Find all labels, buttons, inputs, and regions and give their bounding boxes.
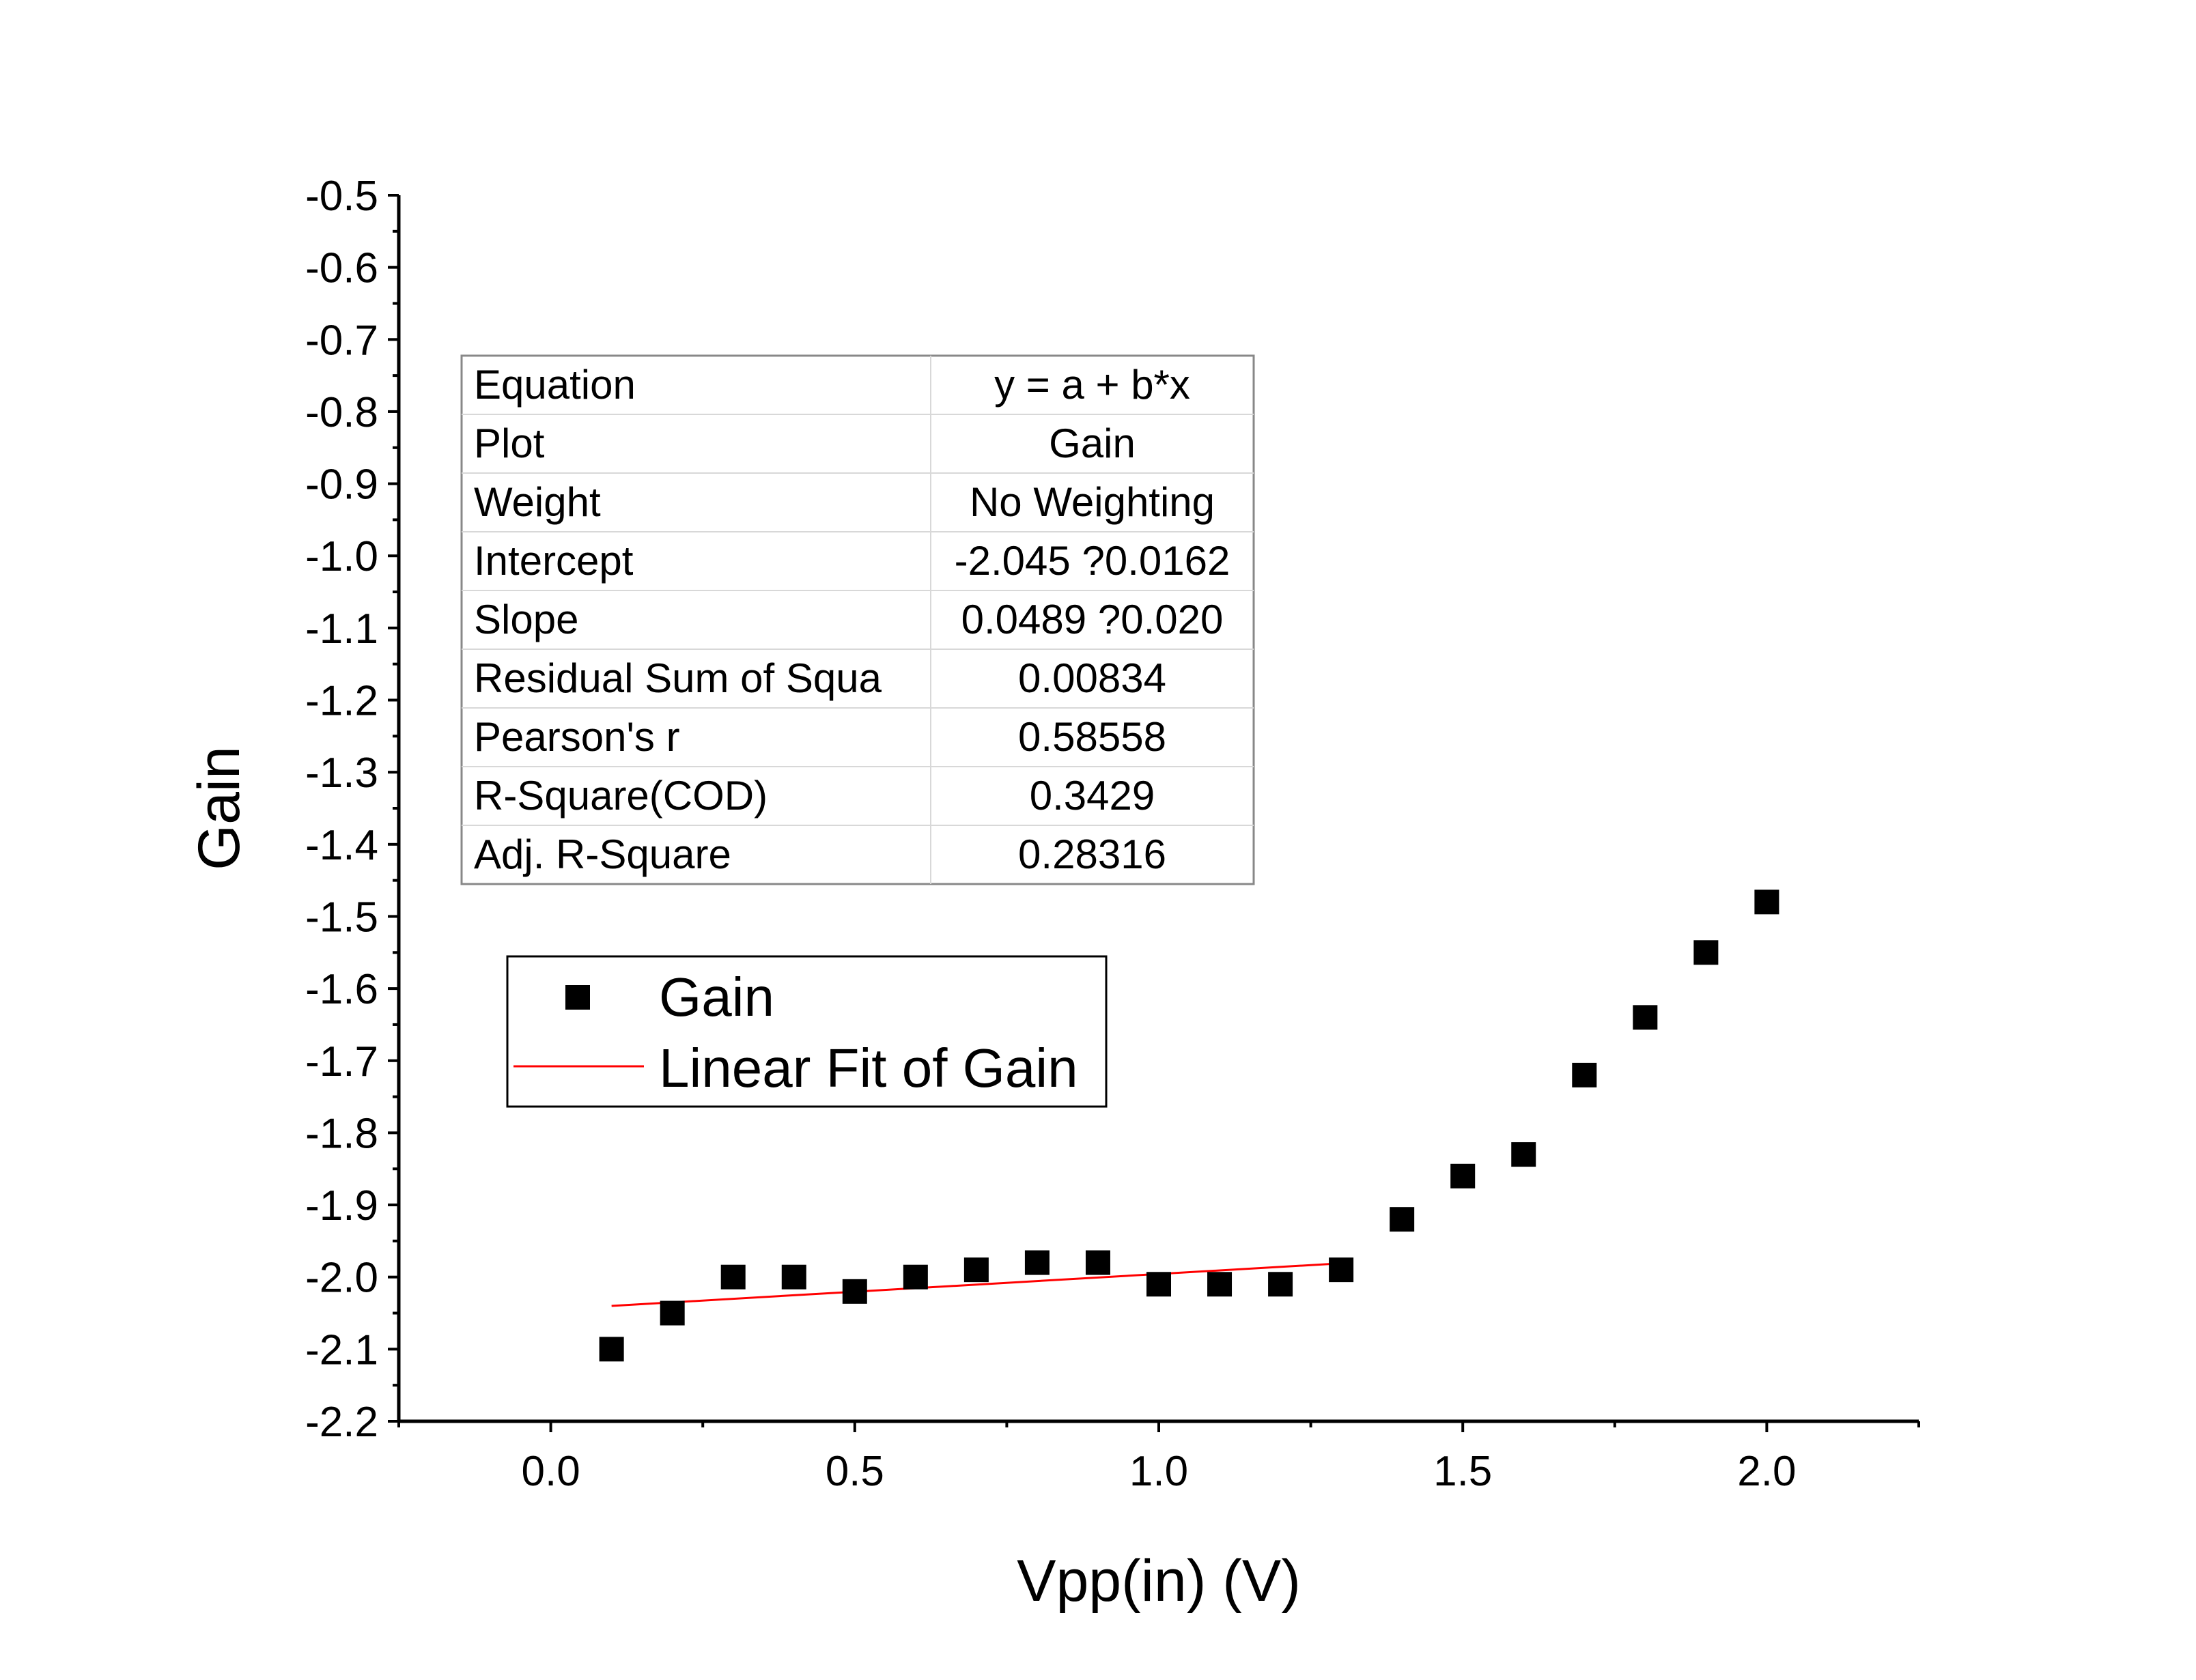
legend-box bbox=[506, 955, 1108, 1108]
gain-data-point bbox=[842, 1279, 867, 1304]
y-tick-label: -0.5 bbox=[305, 173, 378, 220]
y-axis-title: Gain bbox=[186, 746, 252, 870]
stats-value: -2.045 ?0.0162 bbox=[955, 538, 1230, 584]
y-tick-label: -0.8 bbox=[305, 389, 378, 436]
x-ticks: 0.0 0.5 1.0 1.5 2.0 bbox=[397, 1421, 1920, 1495]
gain-data-point bbox=[1693, 940, 1719, 965]
gain-data-point bbox=[720, 1264, 746, 1290]
gain-data-point bbox=[1511, 1142, 1536, 1167]
y-tick-label: -1.7 bbox=[305, 1038, 378, 1085]
stats-value: y = a + b*x bbox=[994, 362, 1190, 408]
stats-label: Weight bbox=[474, 479, 601, 525]
x-tick-label: 1.5 bbox=[1433, 1448, 1492, 1495]
stats-label: R-Square(COD) bbox=[474, 773, 768, 818]
gain-data-point bbox=[1268, 1272, 1293, 1297]
gain-data-point bbox=[1329, 1257, 1354, 1283]
y-tick-label: -1.9 bbox=[305, 1182, 378, 1229]
stats-label: Pearson's r bbox=[474, 714, 680, 760]
stats-label: Residual Sum of Squa bbox=[474, 655, 882, 701]
gain-data-point bbox=[1207, 1272, 1233, 1297]
y-tick-label: -0.6 bbox=[305, 245, 378, 292]
gain-data-point bbox=[599, 1337, 624, 1362]
y-tick-label: -2.2 bbox=[305, 1399, 378, 1446]
y-tick-label: -2.1 bbox=[305, 1326, 378, 1373]
stats-label: Slope bbox=[474, 597, 578, 642]
y-tick-label: -1.1 bbox=[305, 606, 378, 653]
stats-label: Plot bbox=[474, 421, 545, 466]
gain-data-point bbox=[1390, 1207, 1415, 1232]
stats-value: Gain bbox=[1049, 421, 1136, 466]
y-tick-label: -1.4 bbox=[305, 822, 378, 869]
gain-data-point bbox=[963, 1257, 989, 1283]
gain-data-point bbox=[1146, 1272, 1171, 1297]
stats-table-frame bbox=[460, 354, 1255, 885]
stats-label: Adj. R-Square bbox=[474, 831, 731, 877]
legend-fit-label: Linear Fit of Gain bbox=[659, 1038, 1078, 1098]
y-tick-label: -1.3 bbox=[305, 750, 378, 797]
y-tick-label: -0.7 bbox=[305, 317, 378, 364]
x-tick-label: 1.0 bbox=[1129, 1448, 1188, 1495]
gain-data-point bbox=[1754, 889, 1779, 915]
y-ticks: -0.5 -0.6 -0.7 -0.8 -0.9 -1.0 -1.1 -1.2 -1.3 -1.4… bbox=[305, 173, 399, 1446]
y-tick-label: -0.9 bbox=[305, 461, 378, 509]
y-tick-label: -1.2 bbox=[305, 678, 378, 725]
gain-data-point bbox=[903, 1264, 928, 1290]
gain-data-point bbox=[1024, 1250, 1050, 1275]
stats-value: 0.00834 bbox=[1018, 655, 1166, 701]
y-tick-label: -2.0 bbox=[305, 1255, 378, 1302]
y-tick-label: -1.5 bbox=[305, 894, 378, 941]
gain-data-point bbox=[1450, 1163, 1476, 1188]
x-axis-title: Vpp(in) (V) bbox=[1017, 1548, 1301, 1614]
stats-label: Equation bbox=[474, 362, 636, 408]
stats-value: 0.28316 bbox=[1018, 831, 1166, 877]
stats-table: Equation y = a + b*x Plot Gain Weight No Weig… bbox=[460, 354, 1255, 885]
x-tick-label: 0.0 bbox=[521, 1448, 580, 1495]
gain-data-point bbox=[1633, 1005, 1658, 1030]
x-tick-label: 2.0 bbox=[1737, 1448, 1796, 1495]
gain-data-point bbox=[781, 1264, 806, 1290]
gain-data-point bbox=[1572, 1062, 1597, 1087]
legend: Gain Linear Fit of Gain bbox=[506, 955, 1108, 1108]
plot-area bbox=[599, 889, 1779, 1362]
stats-value: No Weighting bbox=[970, 479, 1215, 525]
legend-gain-marker bbox=[565, 985, 590, 1010]
y-tick-label: -1.0 bbox=[305, 533, 378, 580]
gain-data-point bbox=[660, 1300, 685, 1326]
legend-gain-label: Gain bbox=[659, 967, 774, 1027]
x-tick-label: 0.5 bbox=[826, 1448, 884, 1495]
y-tick-label: -1.8 bbox=[305, 1110, 378, 1157]
gain-data-point bbox=[1085, 1250, 1110, 1275]
stats-value: 0.3429 bbox=[1030, 773, 1155, 818]
y-tick-label: -1.6 bbox=[305, 966, 378, 1013]
linear-fit-line bbox=[611, 1262, 1342, 1307]
stats-label: Intercept bbox=[474, 538, 634, 584]
stats-value: 0.0489 ?0.020 bbox=[961, 597, 1224, 642]
stats-value: 0.58558 bbox=[1018, 714, 1166, 760]
